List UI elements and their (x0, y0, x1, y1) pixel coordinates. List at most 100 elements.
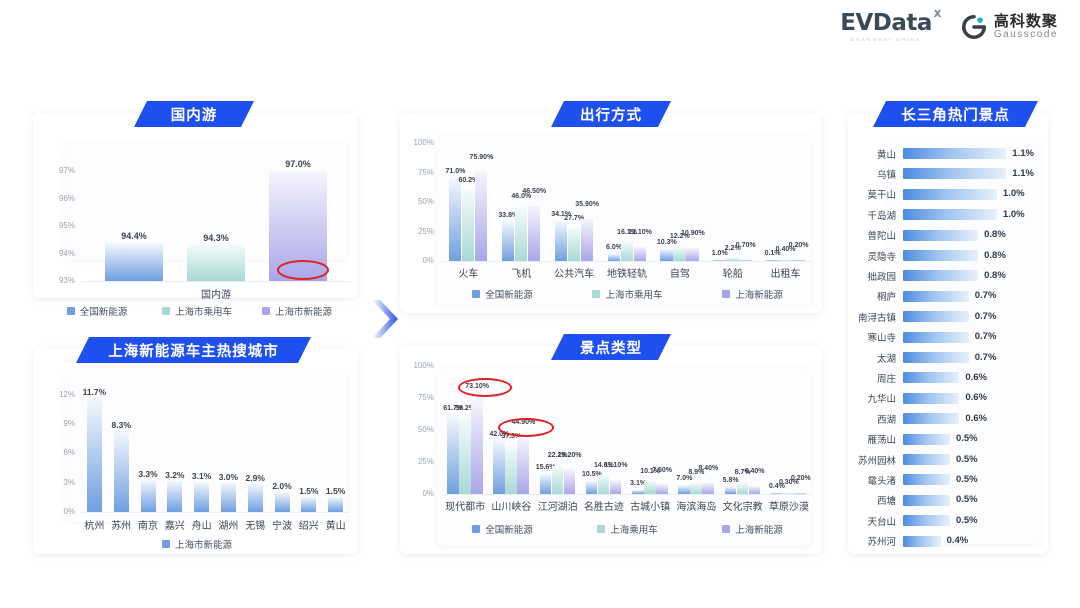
bar-2-1[interactable] (551, 465, 564, 494)
bar-0[interactable] (105, 242, 163, 281)
bar-2[interactable] (140, 479, 156, 512)
bar-2-2[interactable] (563, 469, 576, 494)
bar-3[interactable] (167, 480, 183, 512)
bar-7[interactable] (274, 492, 290, 512)
list-item[interactable]: 太湖 0.7% (848, 351, 1048, 365)
bar-value-label: 5.8% (722, 477, 739, 485)
bar-8[interactable] (301, 497, 317, 512)
bar-0-0[interactable] (447, 415, 459, 494)
bar-6-0[interactable] (724, 486, 737, 494)
list-item[interactable]: 雁荡山 0.5% (848, 433, 1048, 446)
bar-1-0[interactable] (493, 440, 505, 494)
bar-4-0[interactable] (632, 490, 644, 494)
bar-3-0[interactable] (585, 480, 598, 494)
bar-7-2[interactable] (794, 492, 807, 494)
bar-5-2[interactable] (739, 259, 752, 261)
bar-7-1[interactable] (782, 492, 795, 494)
legend-item[interactable]: 上海乘用车 (565, 522, 690, 536)
list-item[interactable]: 西湖 0.6% (848, 412, 1048, 426)
legend-item[interactable]: 上海市乘用车 (147, 304, 247, 318)
bar-5-1[interactable] (726, 258, 739, 261)
bar-6-2[interactable] (748, 485, 761, 494)
legend-item[interactable]: 全国新能源 (440, 287, 565, 301)
y-axis-tick: 50% (417, 197, 434, 206)
bar-1[interactable] (113, 430, 129, 512)
bar-4[interactable] (194, 481, 210, 512)
bar-1[interactable] (187, 245, 245, 281)
list-item[interactable]: 南浔古镇 0.7% (848, 310, 1048, 324)
list-item[interactable]: 莫干山 1.0% (848, 188, 1048, 201)
bar-value-label: 1.5% (325, 486, 346, 497)
bar-value-label: 19.20% (557, 451, 582, 459)
bar-6-2[interactable] (792, 259, 805, 261)
bar-2-1[interactable] (567, 228, 581, 261)
bar-4-0[interactable] (660, 248, 673, 261)
list-item[interactable]: 千岛湖 1.0% (848, 208, 1048, 222)
bar-fill (903, 372, 960, 384)
bar-3-0[interactable] (607, 253, 620, 261)
bar-3-1[interactable] (620, 242, 633, 261)
list-item[interactable]: 桐庐 0.7% (848, 290, 1048, 303)
bar-value-label: 0.6% (965, 412, 987, 424)
bar-0-2[interactable] (474, 171, 488, 261)
bar-track: 0.5% (903, 515, 1048, 527)
bar-6-0[interactable] (766, 259, 779, 261)
list-item[interactable]: 普陀山 0.8% (848, 229, 1048, 242)
y-axis-tick: 100% (413, 138, 434, 147)
bar-value-label: 0.7% (974, 290, 997, 302)
bar-2-0[interactable] (539, 474, 552, 494)
list-item[interactable]: 黄山 1.1% (848, 147, 1048, 161)
legend-item[interactable]: 上海市新能源 (247, 304, 347, 318)
bar-5-2[interactable] (702, 483, 714, 494)
list-item[interactable]: 苏州园林 0.5% (848, 453, 1048, 467)
bar-3-2[interactable] (633, 246, 646, 261)
list-item[interactable]: 乌镇 1.1% (848, 167, 1048, 181)
list-item[interactable]: 西塘 0.5% (848, 494, 1048, 507)
bar-0-1[interactable] (459, 418, 471, 494)
bar-0-2[interactable] (471, 400, 483, 494)
list-item[interactable]: 鼋头渚 0.5% (848, 473, 1048, 487)
list-item[interactable]: 寒山寺 0.7% (848, 331, 1048, 344)
bar-4-1[interactable] (644, 481, 656, 494)
bar-1-2[interactable] (527, 206, 541, 261)
bar-2-2[interactable] (580, 218, 594, 261)
bar-1-2[interactable] (517, 436, 529, 494)
bar-6[interactable] (247, 483, 263, 512)
bar-track: 0.6% (903, 392, 1048, 404)
list-item[interactable]: 苏州河 0.4% (848, 535, 1048, 548)
legend-item[interactable]: 上海市乘用车 (565, 287, 690, 301)
bar-4-2[interactable] (686, 248, 699, 261)
list-item[interactable]: 灵隐寺 0.8% (848, 249, 1048, 263)
bar-4-1[interactable] (673, 246, 686, 261)
bar-0[interactable] (86, 397, 102, 512)
bar-value-label: 8.9% (688, 469, 705, 477)
bar-5[interactable] (220, 482, 236, 512)
bar-1-1[interactable] (514, 206, 528, 261)
bar-5-0[interactable] (713, 259, 726, 261)
bar-2-0[interactable] (554, 220, 568, 261)
bar-6-1[interactable] (736, 482, 749, 494)
bar-1-0[interactable] (501, 221, 515, 261)
bar-value-label: 0.5% (955, 433, 978, 445)
bar-1-1[interactable] (505, 446, 517, 494)
bar-5-0[interactable] (678, 485, 690, 494)
legend-item[interactable]: 上海新能源 (690, 287, 815, 301)
bar-0-0[interactable] (448, 177, 462, 261)
bar-7-0[interactable] (770, 492, 783, 494)
bar-0-1[interactable] (461, 189, 475, 261)
bar-6-1[interactable] (779, 259, 792, 261)
legend-item[interactable]: 全国新能源 (440, 522, 565, 536)
bar-3-2[interactable] (609, 479, 622, 494)
bar-value-label: 8.3% (111, 419, 131, 430)
list-item[interactable]: 周庄 0.6% (848, 371, 1048, 385)
legend-item[interactable]: 上海新能源 (690, 522, 815, 536)
bar-4-2[interactable] (656, 484, 668, 494)
list-item[interactable]: 九华山 0.6% (848, 392, 1048, 405)
list-item[interactable]: 拙政园 0.8% (848, 269, 1048, 283)
bar-9[interactable] (328, 497, 344, 512)
legend-item[interactable]: 上海市新能源 (161, 537, 232, 551)
list-item[interactable]: 天台山 0.5% (848, 514, 1048, 528)
bar-5-1[interactable] (690, 482, 702, 494)
bar-3-1[interactable] (597, 475, 610, 494)
legend-item[interactable]: 全国新能源 (47, 304, 147, 318)
